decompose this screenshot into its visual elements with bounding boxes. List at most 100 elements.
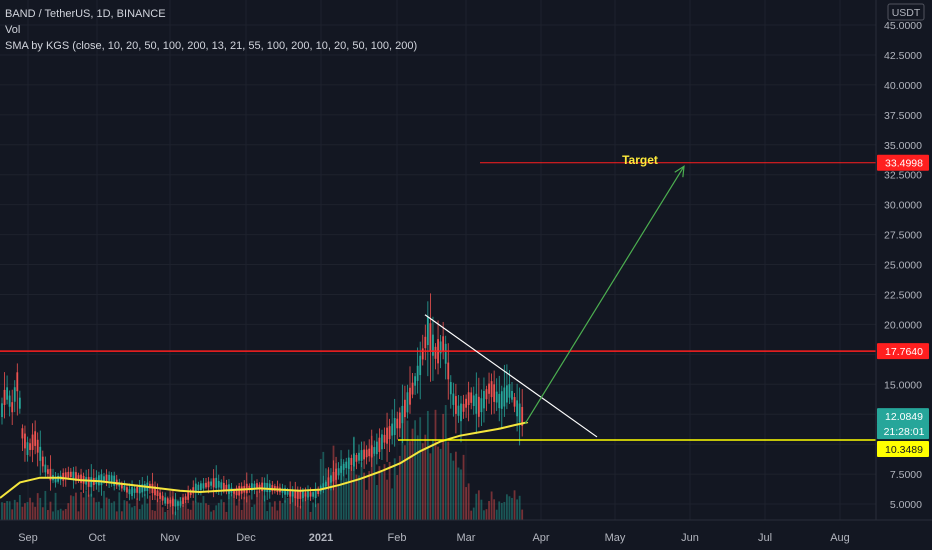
candle-body: [75, 472, 77, 481]
candle-body: [513, 397, 516, 407]
price-tick-label: 37.5000: [884, 110, 922, 122]
volume-bar: [217, 502, 220, 520]
volume-bar: [146, 503, 149, 520]
candle-body: [90, 477, 93, 488]
candle-body: [8, 395, 11, 407]
volume-bar: [335, 463, 337, 520]
volume-bar: [174, 511, 177, 520]
candle-body: [258, 484, 261, 489]
candle-body: [442, 336, 445, 351]
volume-indicator-label[interactable]: Vol: [5, 24, 21, 36]
volume-bar: [215, 505, 218, 520]
candle-body: [67, 471, 70, 478]
volume-bar: [342, 462, 345, 520]
currency-button[interactable]: USDT: [887, 3, 925, 21]
target-price-badge: 33.4998: [885, 158, 923, 170]
volume-bar: [123, 500, 126, 520]
candle-body: [256, 483, 258, 490]
candle-body: [177, 501, 179, 506]
candle-body: [373, 447, 376, 454]
volume-bar: [184, 500, 187, 520]
candle-body: [455, 396, 457, 414]
volume-bar: [353, 436, 355, 520]
candle-body: [113, 475, 116, 486]
volume-bar: [128, 503, 131, 520]
price-tick-label: 40.0000: [884, 80, 922, 92]
candle-body: [202, 483, 205, 489]
candle-body: [126, 487, 128, 493]
grid: [0, 0, 876, 520]
candle-body: [465, 398, 467, 408]
volume-bar: [182, 504, 184, 520]
volume-bar: [69, 495, 72, 520]
volume-bar: [103, 490, 105, 520]
candle-body: [261, 482, 263, 492]
volume-bar: [205, 503, 207, 520]
time-axis[interactable]: [0, 519, 932, 550]
volume-bar: [416, 435, 419, 520]
candle-body: [215, 477, 218, 489]
sma-indicator-label[interactable]: SMA by KGS (close, 10, 20, 50, 100, 200,…: [5, 40, 418, 52]
resistance-price-badge-bg: [877, 343, 929, 360]
volume-bar: [381, 472, 383, 520]
volume-bar: [39, 497, 42, 520]
candle-body: [64, 472, 67, 480]
volume-bar: [26, 502, 29, 520]
candle-body: [472, 395, 475, 407]
volume-bar: [263, 495, 266, 520]
volume-bar: [77, 511, 80, 520]
candle-body: [365, 449, 368, 458]
candle-body: [302, 490, 304, 499]
volume-bar: [80, 492, 82, 520]
volume-bar: [462, 454, 465, 520]
candle-body: [39, 446, 42, 461]
volume-bar: [429, 453, 432, 520]
volume-bar: [337, 484, 340, 520]
descending-trendline[interactable]: [424, 314, 598, 438]
volume-bar: [383, 464, 386, 520]
time-label: Dec: [236, 532, 256, 544]
volume-bar: [447, 441, 450, 520]
volume-bar: [220, 499, 223, 520]
candle-body: [483, 390, 485, 409]
rising-sma-drawing[interactable]: [497, 421, 529, 430]
candle-body: [24, 433, 26, 449]
candle-body: [138, 484, 141, 494]
candle-body: [133, 488, 136, 493]
candle-body: [480, 398, 483, 413]
candle-body: [342, 463, 345, 470]
volume-bar: [419, 417, 422, 520]
candle-body: [108, 474, 110, 481]
time-label: Sep: [18, 532, 38, 544]
volume-bar: [449, 453, 452, 520]
volume-bar: [202, 495, 205, 520]
volume-bar: [210, 511, 212, 520]
candle-body: [248, 485, 251, 490]
volume-bar: [151, 510, 154, 520]
target-arrow[interactable]: [524, 165, 685, 425]
symbol-title[interactable]: BAND / TetherUS, 1D, BINANCE: [5, 8, 166, 20]
candle-body: [345, 461, 348, 469]
volume-bar: [375, 485, 378, 520]
candle-body: [485, 389, 488, 400]
candle-body: [304, 492, 307, 497]
volume-bars: [1, 405, 524, 520]
candle-body: [18, 397, 21, 409]
candle-body: [266, 483, 269, 492]
candle-body: [69, 471, 72, 478]
candle-body: [419, 355, 422, 376]
volume-bar: [475, 493, 478, 520]
volume-bar: [253, 504, 256, 520]
volume-bar: [268, 502, 271, 520]
candle-body: [335, 468, 337, 480]
volume-bar: [13, 499, 16, 520]
volume-bar: [289, 492, 292, 520]
volume-bar: [131, 507, 133, 520]
volume-bar: [398, 455, 401, 520]
candle-body: [128, 489, 131, 495]
volume-bar: [455, 451, 457, 520]
volume-bar: [350, 466, 353, 520]
volume-bar: [159, 501, 161, 520]
candle-body: [1, 403, 3, 418]
